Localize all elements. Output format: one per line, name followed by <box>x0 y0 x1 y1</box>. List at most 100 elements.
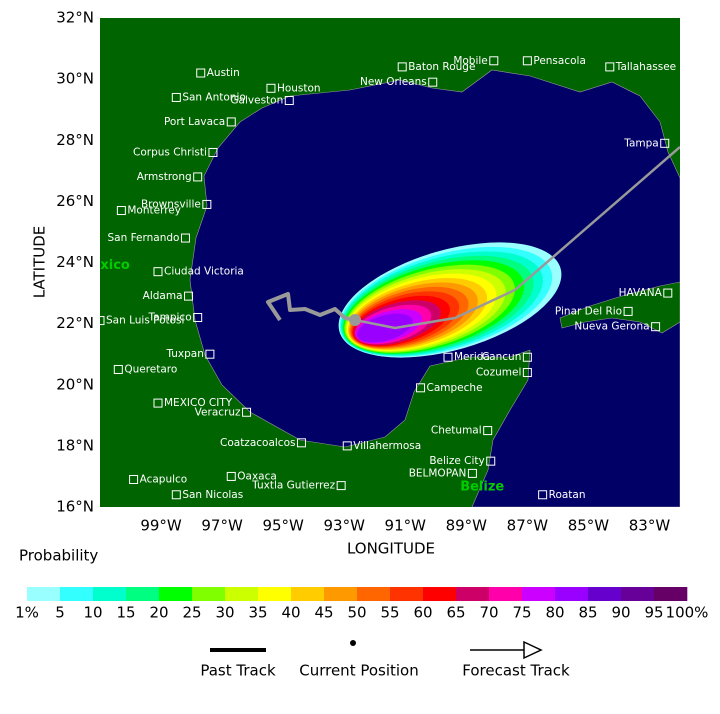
forecast-track-label: Forecast Track <box>462 662 570 680</box>
forecast-track <box>354 146 680 330</box>
legend-level-label: 1% <box>15 604 39 622</box>
x-tick-label: 99°W <box>140 517 182 535</box>
city-marker <box>153 398 163 408</box>
city-label: HAVANA <box>619 287 663 299</box>
legend-swatch <box>192 587 226 601</box>
y-tick-label: 16°N <box>56 498 94 516</box>
city-label: Austin <box>207 67 240 79</box>
x-tick-label: 93°W <box>323 517 365 535</box>
legend-swatch <box>60 587 94 601</box>
city-marker <box>226 117 236 127</box>
city-label: Baton Rouge <box>408 61 475 73</box>
region-label: Belize <box>460 480 504 495</box>
city-marker <box>153 267 163 277</box>
legend-level-label: 80 <box>545 604 564 622</box>
city-label: Coatzacoalcos <box>220 437 295 449</box>
legend-level-label: 55 <box>380 604 399 622</box>
city-marker <box>202 199 212 209</box>
current-position-label: Current Position <box>299 662 419 680</box>
city-label: Merida <box>454 351 490 363</box>
legend-level-label: 20 <box>149 604 168 622</box>
city-marker <box>663 288 673 298</box>
city-label: Tampa <box>623 137 658 149</box>
city-marker <box>284 96 294 106</box>
city-marker <box>467 468 477 478</box>
city-label: Oaxaca <box>237 470 277 482</box>
legend-swatch <box>159 587 193 601</box>
city-label: Tuxpan <box>165 348 203 360</box>
legend-swatch <box>258 587 292 601</box>
y-tick-label: 18°N <box>56 436 94 454</box>
city-marker <box>342 441 352 451</box>
legend-swatch <box>291 587 325 601</box>
past-track <box>266 292 356 322</box>
legend-swatch <box>522 587 556 601</box>
city-label: Queretaro <box>124 363 177 375</box>
city-marker <box>651 322 661 332</box>
y-tick-label: 32°N <box>56 9 94 27</box>
legend-swatch <box>93 587 127 601</box>
legend-level-label: 15 <box>116 604 135 622</box>
city-label: Corpus Christi <box>133 146 207 158</box>
city-label: Mobile <box>453 55 487 67</box>
city-label: Roatan <box>549 489 586 501</box>
city-marker <box>193 172 203 182</box>
city-label: San Fernando <box>107 232 179 244</box>
city-marker <box>180 233 190 243</box>
region-label: Mexico <box>79 258 130 273</box>
city-marker <box>116 206 126 216</box>
city-label: Belize City <box>429 455 484 467</box>
legend-level-label: 60 <box>413 604 432 622</box>
y-tick-label: 22°N <box>56 314 94 332</box>
forecast-arrowhead <box>523 640 543 660</box>
city-label: San Nicolas <box>182 489 243 501</box>
city-marker <box>483 426 493 436</box>
legend-swatch <box>126 587 160 601</box>
x-tick-label: 89°W <box>446 517 488 535</box>
city-marker <box>522 56 532 66</box>
city-marker <box>428 77 438 87</box>
city-marker <box>336 481 346 491</box>
city-label: Aldama <box>143 290 183 302</box>
legend-level-label: 70 <box>479 604 498 622</box>
city-label: Pensacola <box>533 55 586 67</box>
city-label: San Antonio <box>182 91 245 103</box>
city-marker <box>623 306 633 316</box>
city-marker <box>171 92 181 102</box>
legend-swatch <box>555 587 589 601</box>
city-label: San Luis Potosi <box>106 315 184 327</box>
city-label: Veracruz <box>195 406 241 418</box>
city-label: Cancun <box>482 351 522 363</box>
x-tick-label: 97°W <box>201 517 243 535</box>
city-marker <box>193 313 203 323</box>
probability-plume <box>338 242 562 358</box>
y-tick-label: 30°N <box>56 70 94 88</box>
city-label: Pinar Del Rio <box>555 305 622 317</box>
city-marker <box>129 474 139 484</box>
city-label: MEXICO CITY <box>164 397 233 409</box>
city-label: Brownsville <box>141 198 201 210</box>
city-label: Ciudad Victoria <box>164 266 244 278</box>
y-tick-label: 28°N <box>56 131 94 149</box>
x-axis-title: LONGITUDE <box>347 540 435 558</box>
legend-swatch <box>357 587 391 601</box>
city-label: Cozumel <box>476 367 522 379</box>
city-marker <box>171 490 181 500</box>
x-tick-label: 95°W <box>262 517 304 535</box>
legend-swatch <box>621 587 655 601</box>
y-axis-title: LATITUDE <box>31 226 49 299</box>
legend-title: Probability <box>19 547 98 565</box>
city-label: New Orleans <box>360 76 427 88</box>
city-marker <box>660 138 670 148</box>
legend-level-label: 95 <box>644 604 663 622</box>
city-marker <box>184 291 194 301</box>
x-tick-label: 87°W <box>507 517 549 535</box>
probability-contour <box>357 313 413 343</box>
legend-level-label: 35 <box>248 604 267 622</box>
city-marker <box>486 456 496 466</box>
legend-level-label: 40 <box>281 604 300 622</box>
legend-swatch <box>324 587 358 601</box>
legend-level-label: 10 <box>83 604 102 622</box>
city-label: Houston <box>277 82 321 94</box>
